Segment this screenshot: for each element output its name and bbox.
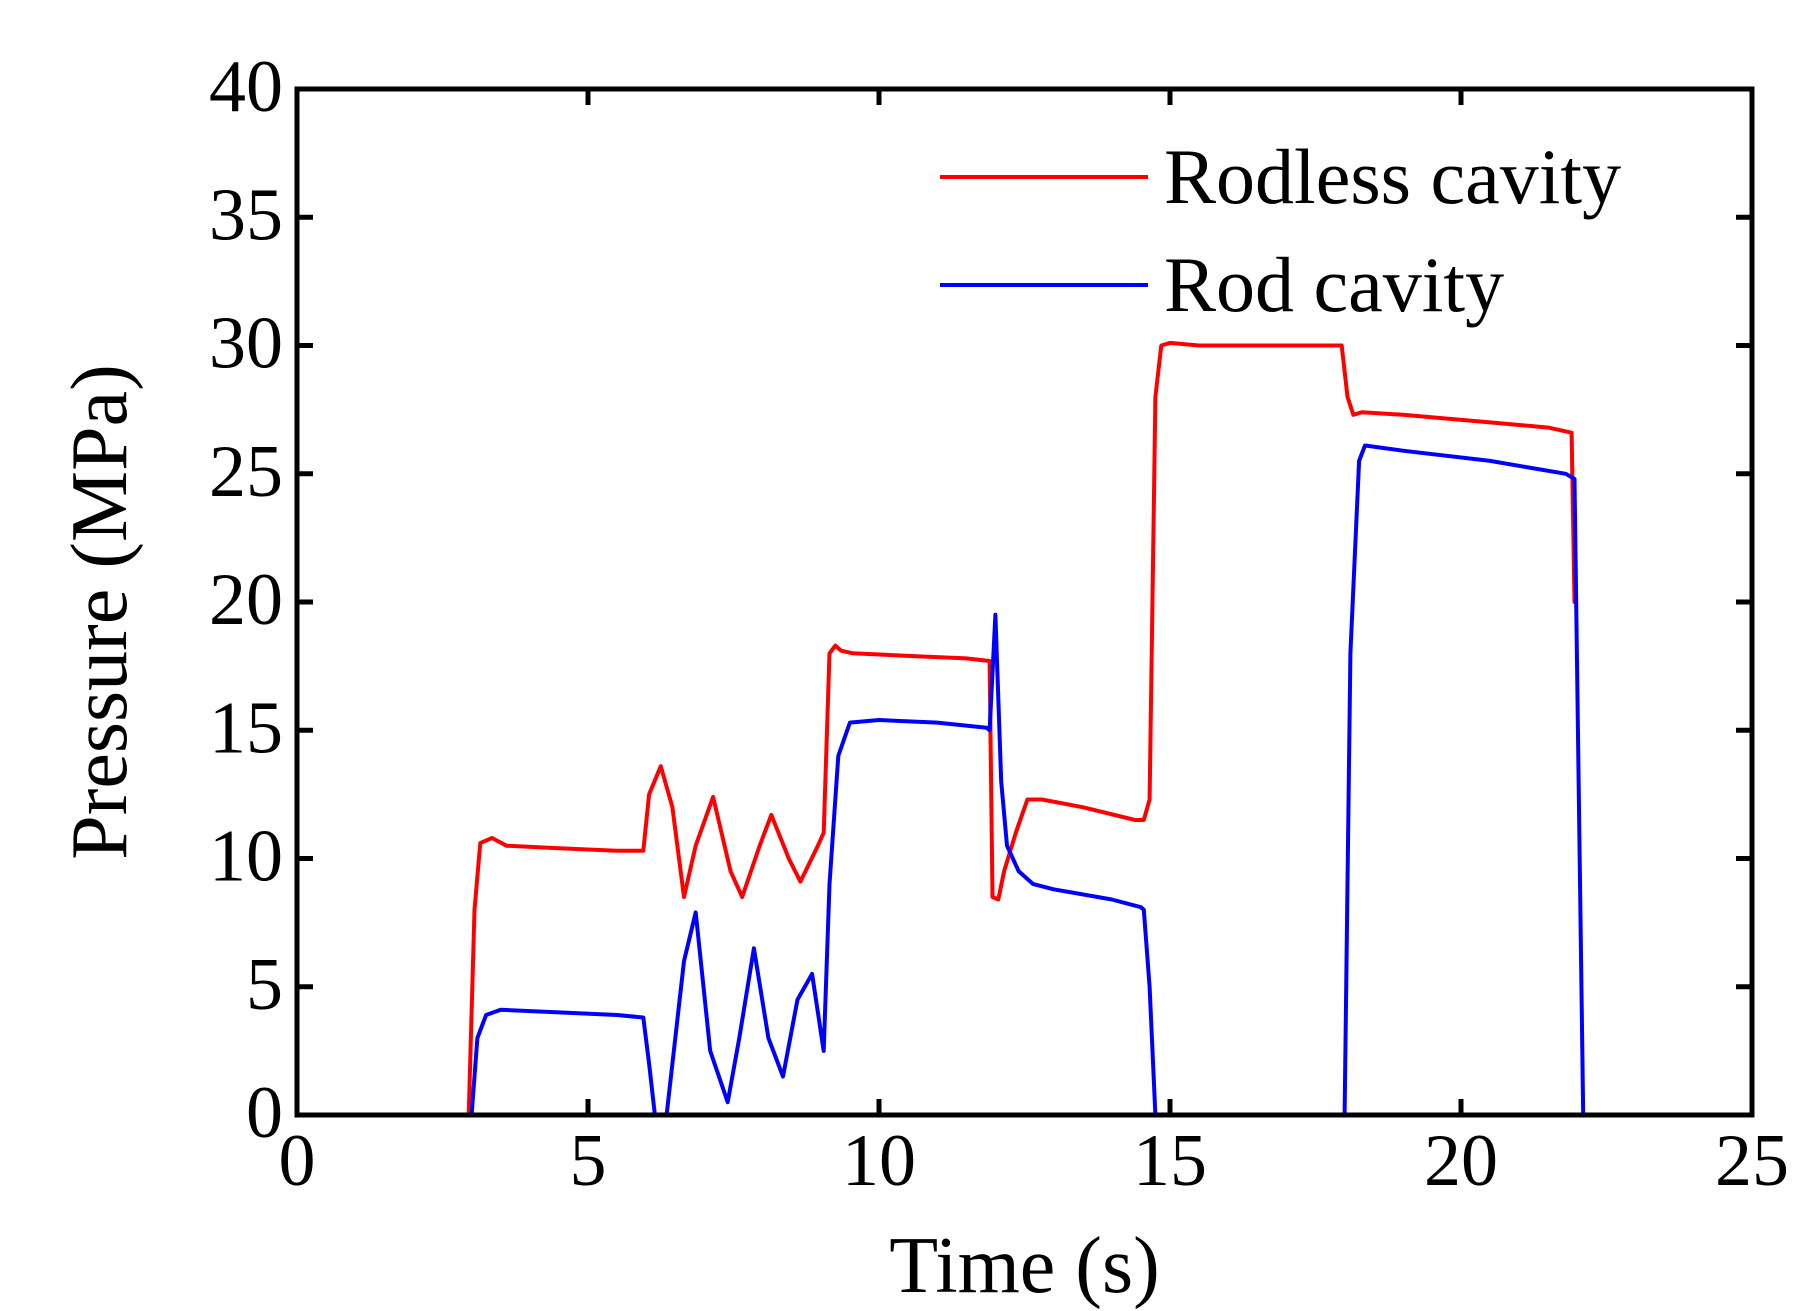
legend-label-rodless-cavity: Rodless cavity (1164, 133, 1621, 220)
series-line-rodless-cavity (295, 340, 1577, 1117)
x-tick-label: 5 (570, 1120, 607, 1202)
y-tick-label: 0 (246, 1072, 283, 1154)
y-tick-label: 25 (209, 431, 283, 513)
ticks-layer (294, 86, 1755, 1118)
y-tick-label: 30 (209, 303, 283, 385)
y-tick-label: 5 (246, 944, 283, 1026)
legend-label-rod-cavity: Rod cavity (1164, 241, 1504, 328)
y-tick-label: 20 (209, 559, 283, 641)
x-tick-label: 25 (1715, 1120, 1789, 1202)
x-tick-label: 10 (842, 1120, 916, 1202)
y-axis-label: Pressure (MPa) (56, 364, 144, 859)
x-tick-label: 0 (279, 1120, 316, 1202)
x-tick-label: 20 (1424, 1120, 1498, 1202)
x-tick-label: 15 (1133, 1120, 1207, 1202)
y-tick-label: 10 (209, 816, 283, 898)
tick-labels-layer: 0 5 10 15 20 25 0 5 10 15 20 25 30 35 40 (209, 46, 1789, 1202)
y-tick-label: 35 (209, 174, 283, 256)
y-tick-label: 15 (209, 687, 283, 769)
legend: Rodless cavity Rod cavity (940, 133, 1621, 328)
x-axis-label: Time (s) (889, 1222, 1159, 1310)
y-tick-label: 40 (209, 46, 283, 128)
